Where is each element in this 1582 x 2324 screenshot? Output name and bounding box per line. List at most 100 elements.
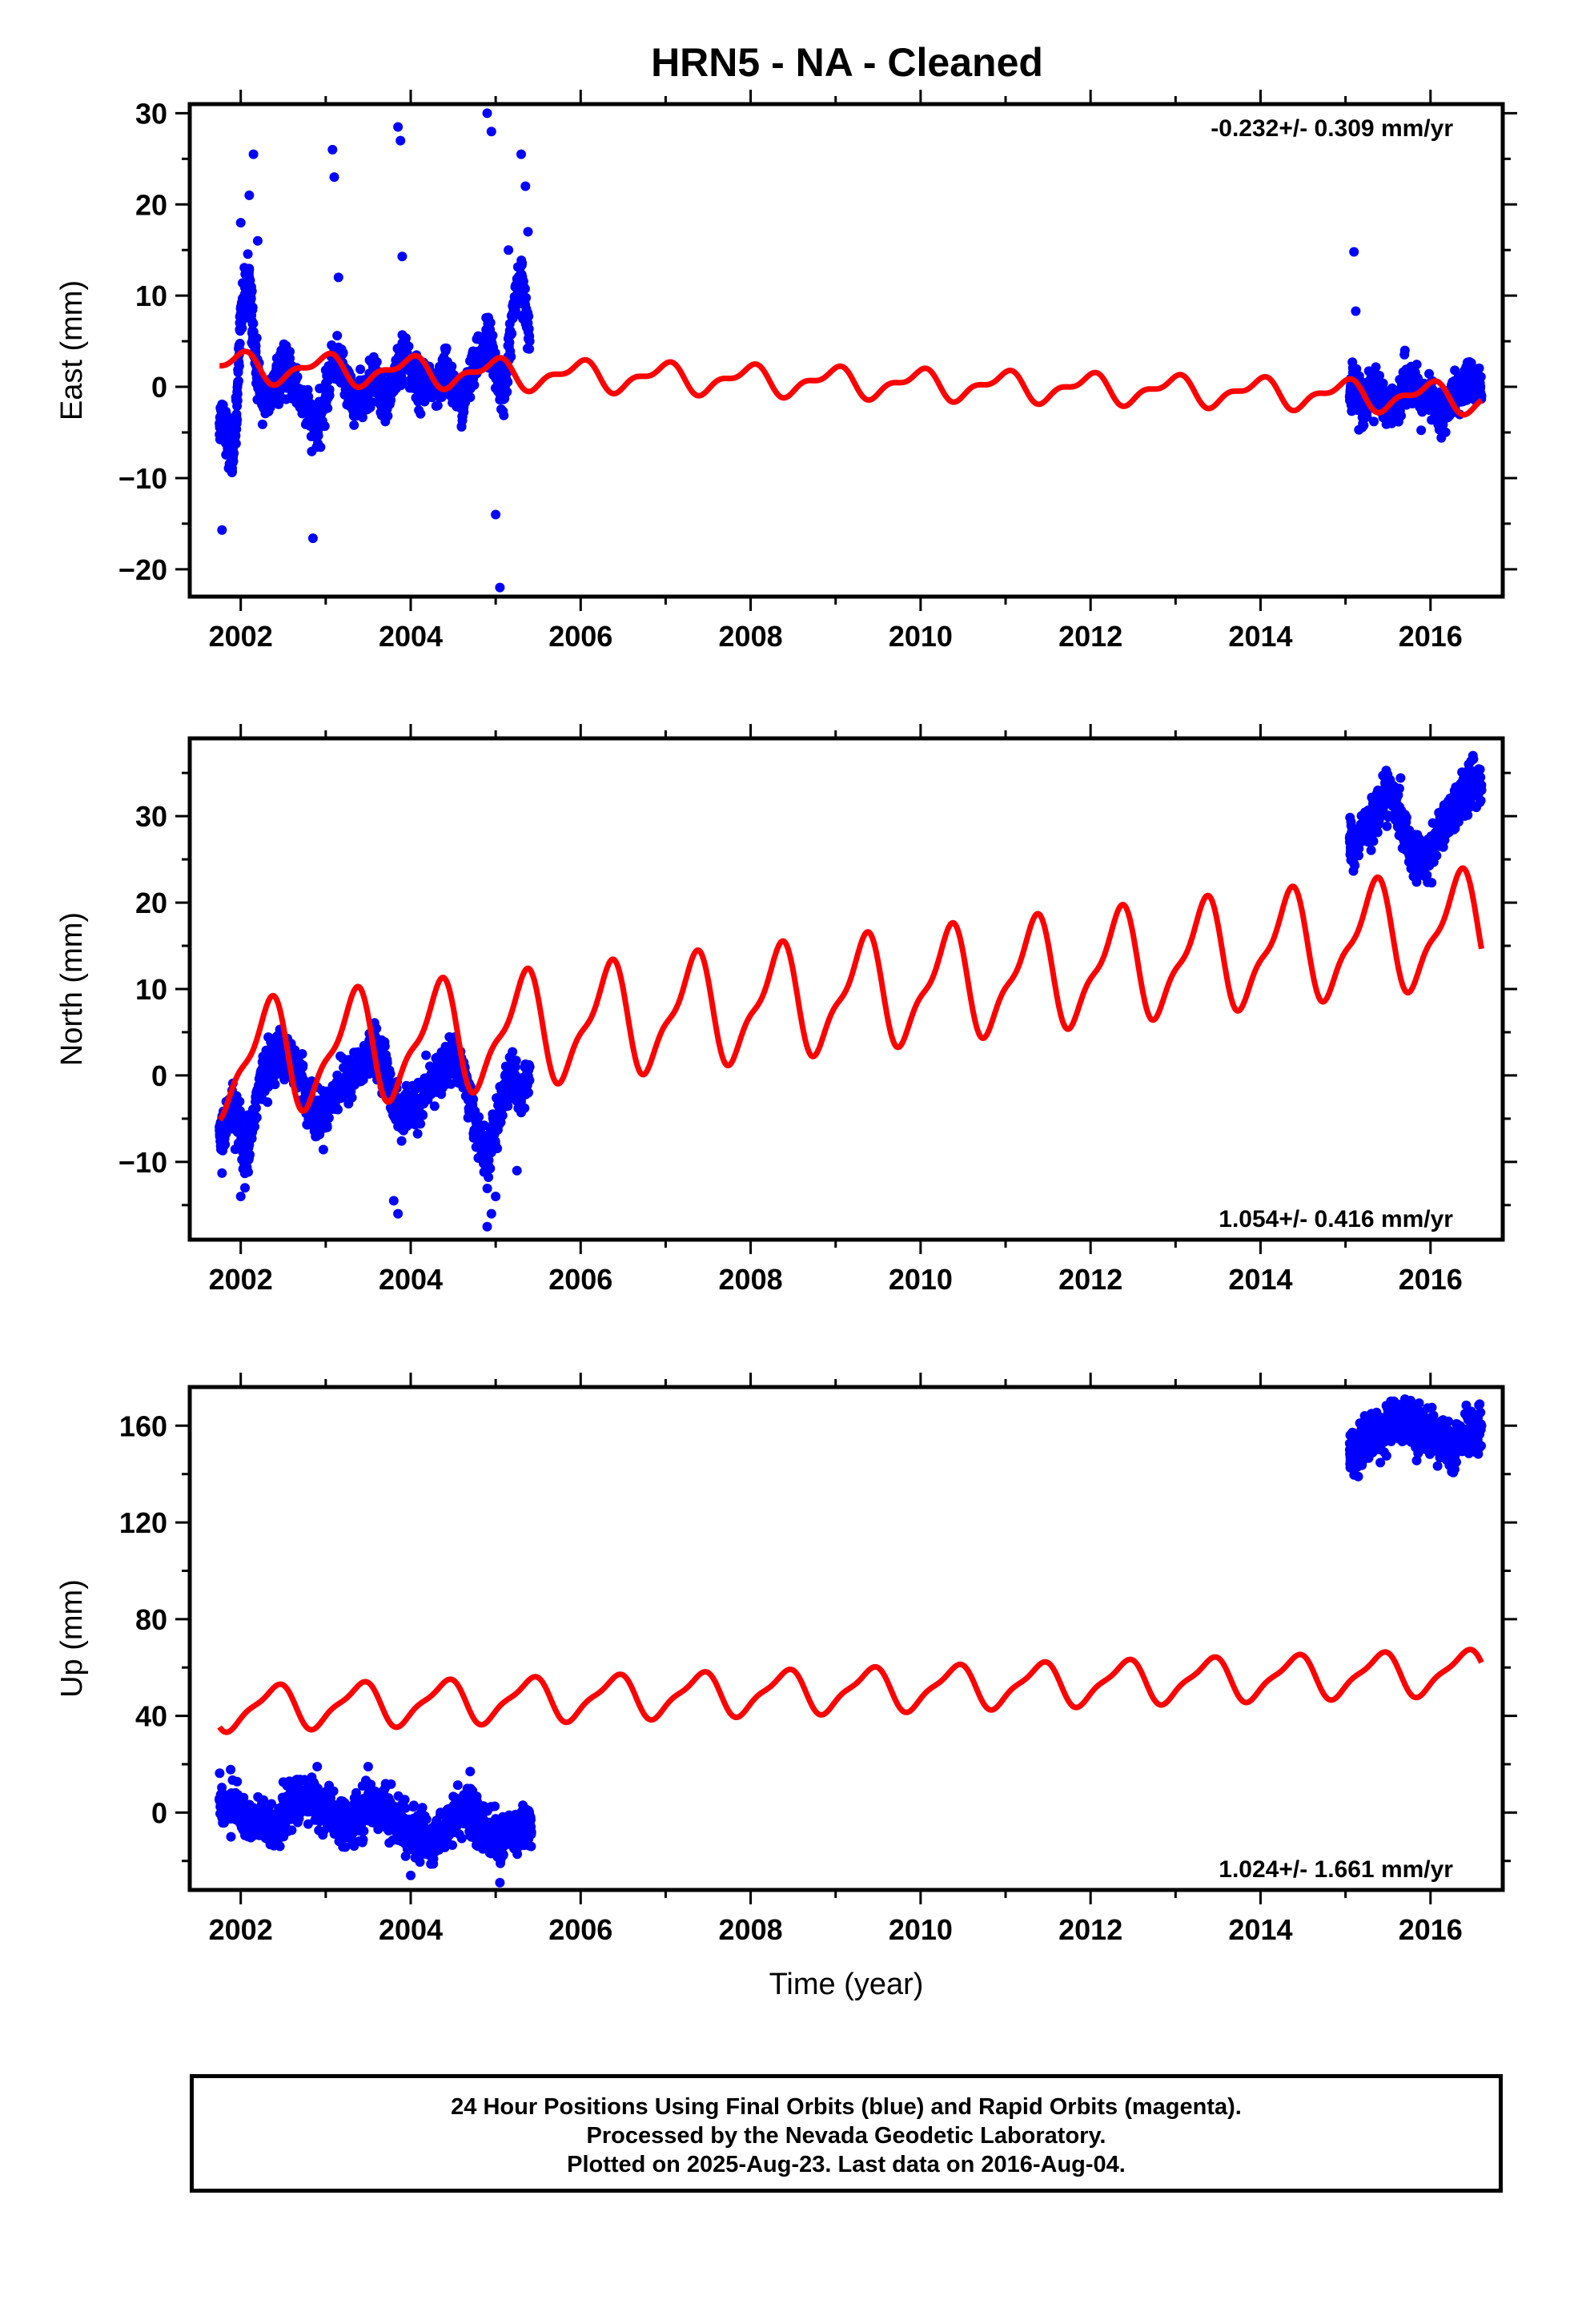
data-point	[1434, 828, 1444, 838]
data-point	[1344, 391, 1355, 401]
y-tick-label: 30	[135, 97, 167, 130]
data-point	[237, 323, 247, 333]
outlier-point	[491, 1192, 501, 1201]
data-point	[346, 391, 356, 401]
data-point	[215, 418, 225, 428]
data-point	[219, 1131, 229, 1141]
data-point	[1399, 372, 1410, 383]
outlier-point	[397, 251, 408, 262]
data-point	[323, 1113, 334, 1123]
x-tick-label: 2016	[1399, 620, 1463, 653]
data-point	[416, 1119, 426, 1129]
data-point	[1383, 785, 1393, 795]
data-point	[431, 1070, 441, 1080]
data-point	[319, 421, 330, 432]
data-point	[507, 328, 517, 339]
data-point	[234, 361, 244, 371]
outlier-point	[486, 1208, 496, 1219]
data-point	[215, 1768, 225, 1779]
rate-annotation-east: -0.232+/- 0.309 mm/yr	[1211, 115, 1453, 142]
data-point	[491, 1122, 501, 1132]
data-point	[1344, 837, 1355, 847]
data-point	[380, 400, 391, 410]
outlier-point	[252, 235, 263, 246]
data-point	[248, 319, 259, 328]
outlier-point	[307, 533, 318, 544]
outlier-point	[491, 509, 501, 520]
data-point	[1396, 411, 1406, 421]
data-point	[1434, 409, 1444, 420]
data-point	[240, 291, 250, 301]
data-point	[465, 392, 476, 403]
data-point	[1399, 345, 1410, 356]
data-point	[355, 364, 366, 375]
data-point	[320, 1105, 331, 1116]
outlier-point	[1349, 247, 1359, 257]
data-point	[524, 311, 534, 321]
data-point	[1395, 773, 1406, 783]
data-point	[227, 455, 238, 465]
data-point	[517, 258, 528, 268]
data-point	[388, 372, 399, 383]
data-point	[320, 391, 331, 401]
data-point	[1408, 854, 1419, 865]
x-tick-label: 2014	[1228, 620, 1292, 653]
data-point	[223, 436, 233, 447]
data-point	[1399, 828, 1410, 838]
data-point	[232, 389, 243, 399]
data-point	[1475, 764, 1485, 774]
plot-area-up	[215, 1394, 1487, 1888]
data-point	[215, 1122, 225, 1132]
data-point	[252, 1088, 263, 1098]
data-point	[235, 308, 246, 319]
data-point	[503, 1101, 513, 1112]
data-point	[508, 1070, 518, 1080]
outlier-point	[495, 582, 505, 593]
outlier-point	[333, 272, 343, 283]
data-point	[385, 1069, 396, 1079]
data-point	[355, 1062, 365, 1072]
data-point	[1476, 372, 1486, 382]
points-segment-east-0	[215, 249, 535, 477]
points-segment-north-1	[1344, 754, 1487, 888]
data-point	[1476, 785, 1487, 795]
data-point	[1425, 391, 1435, 401]
model-curve-north	[217, 865, 1484, 1122]
x-tick-label: 2004	[379, 1263, 443, 1296]
x-tick-label: 2016	[1399, 1263, 1463, 1296]
data-point	[379, 1041, 390, 1051]
outlier-point	[388, 1196, 399, 1206]
data-point	[1476, 391, 1487, 401]
data-point	[1391, 802, 1402, 813]
data-point	[497, 1110, 508, 1120]
data-point	[355, 400, 365, 410]
outlier-point	[1464, 759, 1474, 770]
data-point	[220, 1140, 231, 1150]
data-point	[338, 1079, 348, 1089]
data-point	[431, 391, 441, 401]
data-point	[473, 354, 484, 364]
data-point	[406, 364, 416, 374]
data-point	[243, 1167, 253, 1177]
data-point	[226, 1764, 236, 1775]
outlier-point	[217, 525, 227, 535]
data-point	[359, 1826, 369, 1836]
data-point	[1468, 777, 1478, 786]
data-point	[417, 1803, 428, 1813]
y-tick-label: 20	[135, 887, 167, 919]
data-point	[421, 1050, 432, 1060]
y-tick-label: 10	[135, 973, 167, 1006]
outlier-point	[1351, 306, 1361, 316]
data-point	[1366, 845, 1376, 855]
data-point	[499, 1088, 509, 1098]
plot-area-east	[215, 108, 1487, 593]
data-point	[380, 1062, 391, 1072]
data-point	[227, 1105, 238, 1116]
data-point	[1424, 368, 1434, 379]
data-point	[1350, 860, 1360, 870]
outlier-point	[235, 218, 246, 228]
points-segment-east-1	[1344, 345, 1487, 443]
data-point	[240, 1156, 250, 1167]
data-point	[465, 1096, 476, 1107]
